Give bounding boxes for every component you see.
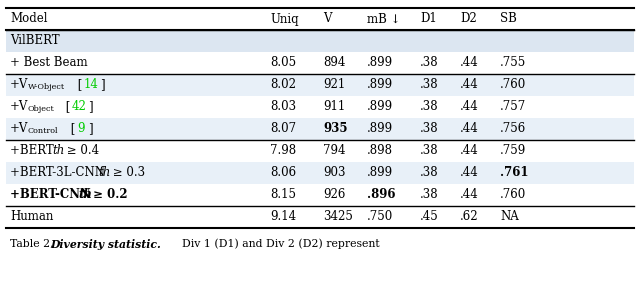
Text: .44: .44 xyxy=(460,122,479,135)
Text: .759: .759 xyxy=(500,145,526,158)
Text: Model: Model xyxy=(10,12,47,26)
Text: .38: .38 xyxy=(420,122,438,135)
Text: [: [ xyxy=(67,122,76,135)
Bar xyxy=(6,30,634,52)
Text: .760: .760 xyxy=(500,189,526,202)
Text: .899: .899 xyxy=(367,78,393,91)
Text: 894: 894 xyxy=(323,57,346,70)
Text: 911: 911 xyxy=(323,101,345,114)
Text: D1: D1 xyxy=(420,12,436,26)
Text: +BERT-CNN: +BERT-CNN xyxy=(10,189,95,202)
Text: .44: .44 xyxy=(460,101,479,114)
Text: 42: 42 xyxy=(72,101,87,114)
Text: +V: +V xyxy=(10,101,28,114)
Text: 921: 921 xyxy=(323,78,345,91)
Text: Object: Object xyxy=(28,105,55,113)
Text: mB ↓: mB ↓ xyxy=(367,12,401,26)
Text: th: th xyxy=(78,189,92,202)
Text: .44: .44 xyxy=(460,78,479,91)
Text: 8.06: 8.06 xyxy=(270,166,296,179)
Text: .899: .899 xyxy=(367,57,393,70)
Text: .62: .62 xyxy=(460,210,479,224)
Text: Table 2.: Table 2. xyxy=(10,239,61,249)
Bar xyxy=(6,184,634,206)
Text: .44: .44 xyxy=(460,166,479,179)
Text: +BERT-3L-CNN: +BERT-3L-CNN xyxy=(10,166,109,179)
Text: 8.03: 8.03 xyxy=(270,101,296,114)
Text: .756: .756 xyxy=(500,122,526,135)
Text: 8.02: 8.02 xyxy=(270,78,296,91)
Text: 9.14: 9.14 xyxy=(270,210,296,224)
Text: +V: +V xyxy=(10,122,28,135)
Text: .38: .38 xyxy=(420,166,438,179)
Text: Div 1 (D1) and Div 2 (D2) represent: Div 1 (D1) and Div 2 (D2) represent xyxy=(175,239,380,249)
Text: .757: .757 xyxy=(500,101,526,114)
Text: NA: NA xyxy=(500,210,519,224)
Text: .38: .38 xyxy=(420,78,438,91)
Bar xyxy=(6,74,634,96)
Text: .38: .38 xyxy=(420,101,438,114)
Text: ]: ] xyxy=(100,78,104,91)
Text: .755: .755 xyxy=(500,57,526,70)
Text: ≥ 0.3: ≥ 0.3 xyxy=(109,166,145,179)
Bar xyxy=(6,206,634,228)
Text: D2: D2 xyxy=(460,12,477,26)
Text: .44: .44 xyxy=(460,57,479,70)
Bar xyxy=(6,52,634,74)
Text: +V: +V xyxy=(10,78,28,91)
Text: 8.05: 8.05 xyxy=(270,57,296,70)
Text: W-Object: W-Object xyxy=(28,83,65,91)
Bar xyxy=(6,140,634,162)
Text: .38: .38 xyxy=(420,189,438,202)
Text: Control: Control xyxy=(28,127,58,135)
Text: 3425: 3425 xyxy=(323,210,353,224)
Text: Diversity statistic.: Diversity statistic. xyxy=(50,239,161,250)
Text: V: V xyxy=(323,12,332,26)
Text: .760: .760 xyxy=(500,78,526,91)
Text: VilBERT: VilBERT xyxy=(10,34,60,47)
Text: .898: .898 xyxy=(367,145,393,158)
Text: [: [ xyxy=(62,101,70,114)
Text: .44: .44 xyxy=(460,145,479,158)
Text: + Best Beam: + Best Beam xyxy=(10,57,88,70)
Text: 935: 935 xyxy=(323,122,348,135)
Text: th: th xyxy=(52,145,65,158)
Text: ]: ] xyxy=(88,122,93,135)
Text: 926: 926 xyxy=(323,189,346,202)
Text: .899: .899 xyxy=(367,166,393,179)
Text: .750: .750 xyxy=(367,210,393,224)
Text: 8.07: 8.07 xyxy=(270,122,296,135)
Text: ≥ 0.2: ≥ 0.2 xyxy=(89,189,127,202)
Text: [: [ xyxy=(74,78,83,91)
Text: .38: .38 xyxy=(420,145,438,158)
Text: .38: .38 xyxy=(420,57,438,70)
Bar xyxy=(6,96,634,118)
Text: 8.15: 8.15 xyxy=(270,189,296,202)
Text: .45: .45 xyxy=(420,210,439,224)
Text: th: th xyxy=(98,166,110,179)
Text: .899: .899 xyxy=(367,101,393,114)
Text: .761: .761 xyxy=(500,166,529,179)
Text: ]: ] xyxy=(88,101,93,114)
Bar xyxy=(6,162,634,184)
Text: .899: .899 xyxy=(367,122,393,135)
Text: 903: 903 xyxy=(323,166,346,179)
Text: 9: 9 xyxy=(77,122,84,135)
Text: ≥ 0.4: ≥ 0.4 xyxy=(63,145,99,158)
Bar xyxy=(6,118,634,140)
Text: Human: Human xyxy=(10,210,53,224)
Text: SB: SB xyxy=(500,12,517,26)
Text: 7.98: 7.98 xyxy=(270,145,296,158)
Text: .44: .44 xyxy=(460,189,479,202)
Text: +BERT: +BERT xyxy=(10,145,58,158)
Text: 794: 794 xyxy=(323,145,346,158)
Text: 14: 14 xyxy=(84,78,99,91)
Text: Uniq: Uniq xyxy=(270,12,299,26)
Text: .896: .896 xyxy=(367,189,396,202)
